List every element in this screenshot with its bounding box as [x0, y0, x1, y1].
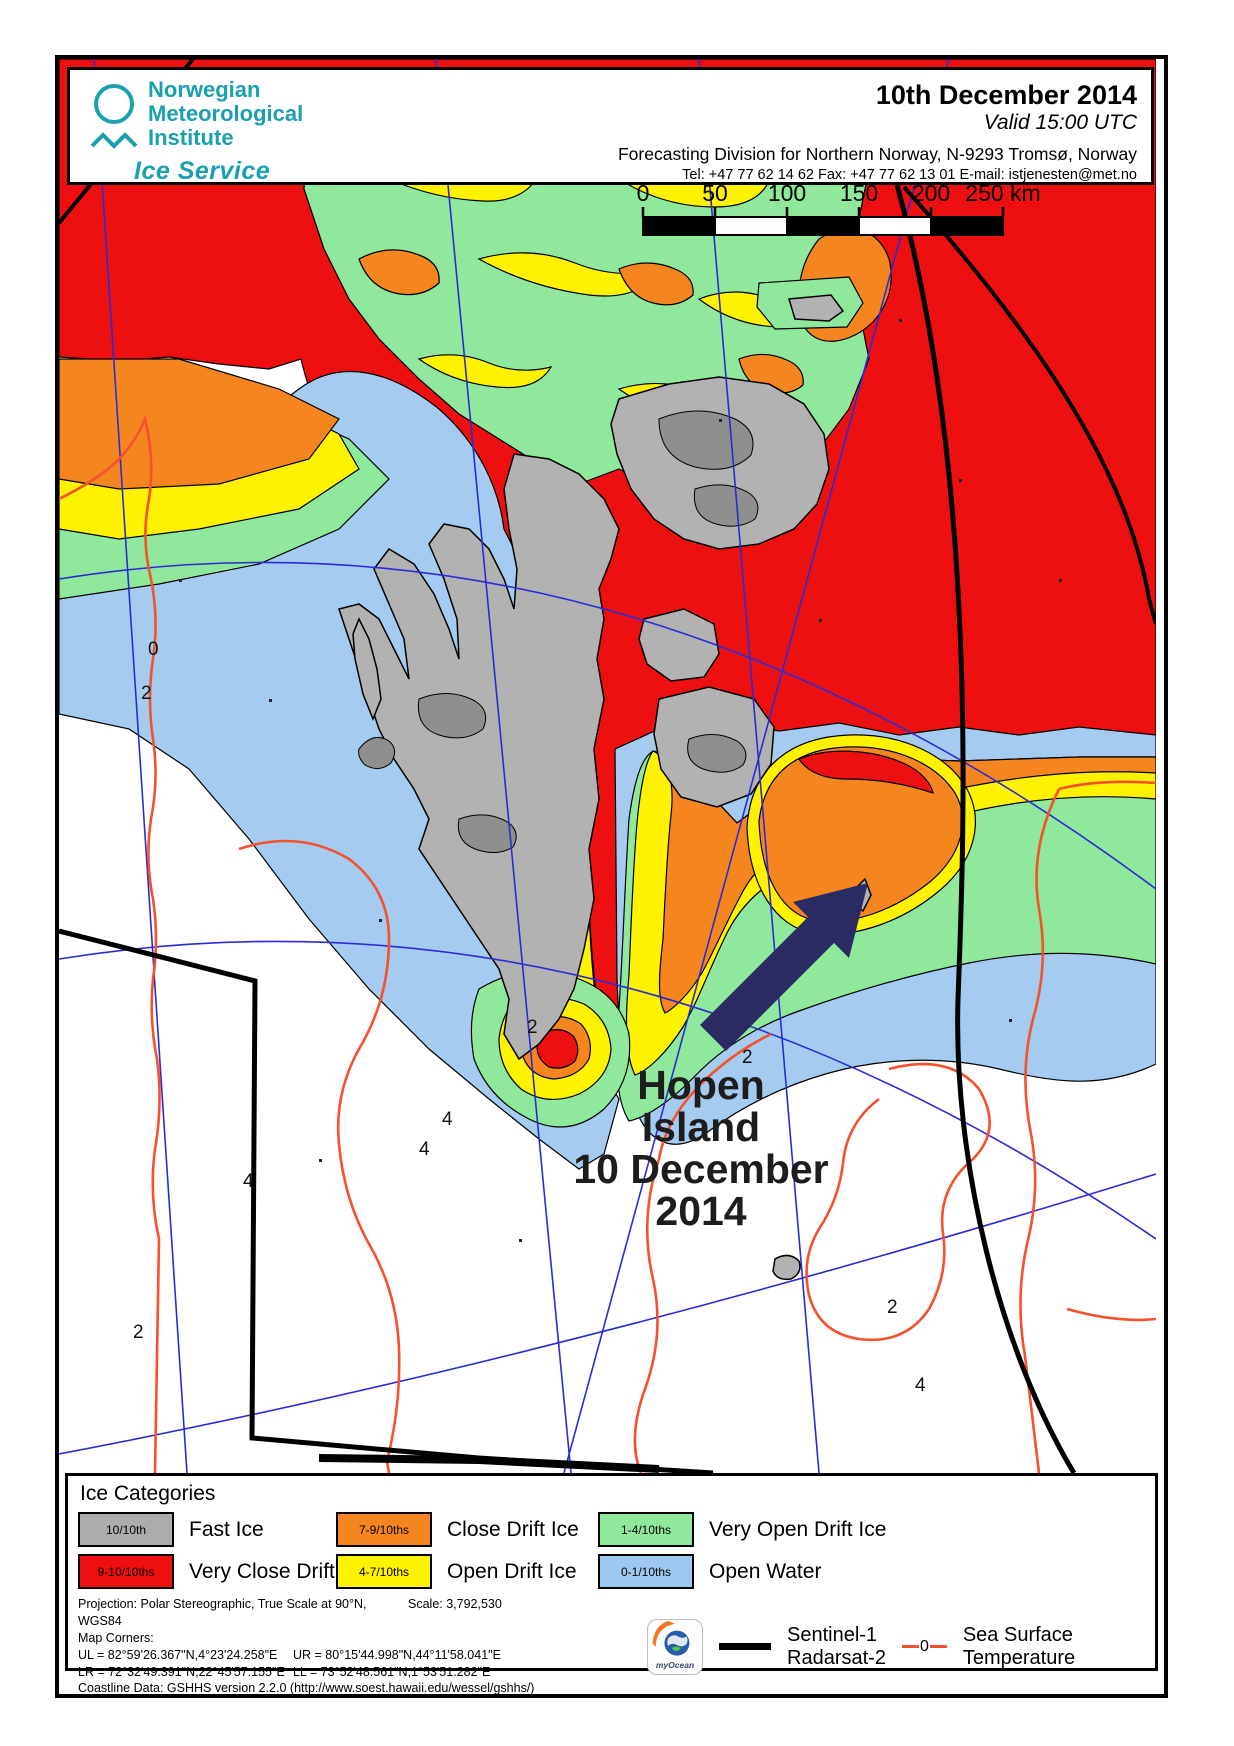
legend-swatch: 10/10th [78, 1512, 174, 1547]
legend-label: Fast Ice [189, 1517, 264, 1541]
header: Norwegian Meteorological Institute Ice S… [67, 67, 1154, 185]
hopen-annotation-line: 2014 [655, 1188, 746, 1234]
division-address: Forecasting Division for Northern Norway… [617, 144, 1137, 164]
legend-swatch: 9-10/10ths [78, 1554, 174, 1589]
ice-blob-southcape-red [536, 1029, 579, 1069]
fast-ice-patch [693, 484, 759, 527]
hopen-annotation-line: 10 December [573, 1146, 828, 1192]
org-name-line: Norwegian [148, 77, 261, 102]
hopen-arrow [700, 883, 868, 1051]
myocean-logo: myOcean [647, 1618, 703, 1675]
myocean-brand: myOcean [655, 1660, 695, 1671]
sst-value-label: 2 [133, 1322, 144, 1343]
sst-value-label: 4 [915, 1375, 926, 1396]
legend-label: Very Close Drift Ice [189, 1559, 369, 1583]
corner-ul: UL = 82°59'26.367"N,4°23'24.258"E [78, 1647, 278, 1662]
ice-band-left-orange [59, 358, 340, 490]
sst-value-label: 4 [442, 1109, 453, 1130]
legend-item: 9-10/10ths Very Close Drift Ice [78, 1554, 369, 1589]
sst-value-label: 2 [141, 683, 152, 704]
ice-blob-se-orange [758, 746, 964, 923]
sst-value-label: 4 [243, 1171, 254, 1192]
met-logo-block: Norwegian Meteorological Institute Ice S… [70, 70, 304, 185]
satellite-legend-label: Sentinel-1 Radarsat-2 [787, 1623, 886, 1669]
chart-date: 10th December 2014 [875, 80, 1137, 110]
legend-range: 9-10/10ths [97, 1564, 155, 1579]
island-barentsoya [638, 608, 720, 682]
island-kvitoya [788, 294, 845, 322]
fast-ice-patch [417, 693, 487, 739]
sst-line-sample: 0 [901, 1636, 947, 1658]
myocean-logo-icon [652, 1620, 690, 1656]
satellite-line-sample [719, 1643, 771, 1651]
projection-info: Projection: Polar Stereographic, True Sc… [78, 1597, 367, 1628]
legend-item: 4-7/10ths Open Drift Ice [336, 1554, 598, 1589]
hopen-annotation-line: Hopen [637, 1062, 765, 1108]
legend-range: 1-4/10ths [620, 1522, 672, 1537]
legend-box: Ice Categories 10/10th Fast Ice 7-9/10ths C… [65, 1473, 1158, 1695]
coastline-info: Coastline Data: GSHHS version 2.2.0 (htt… [78, 1681, 535, 1696]
met-logo-icon [90, 84, 138, 149]
sst-value-label: 2 [527, 1017, 538, 1038]
ice-cap-se-red [798, 750, 934, 794]
sst-value-label: 2 [742, 1047, 753, 1068]
legend-range: 10/10th [105, 1522, 147, 1537]
sst-contours [59, 414, 1156, 1473]
scale-bar-segment [930, 216, 1004, 236]
fast-ice-patch [358, 736, 395, 769]
org-name-line: Meteorological [148, 101, 304, 127]
corner-ur: UR = 80°15'44.998"N,44°11'58.041"E [293, 1647, 501, 1662]
legend-label: Very Open Drift Ice [709, 1517, 887, 1541]
scale-bar-segment [642, 216, 716, 236]
sst-zero-label: 0 [919, 1637, 929, 1655]
hopen-annotation-line: Island [642, 1104, 760, 1150]
scale-info: Scale: 3,792,530 [408, 1597, 502, 1611]
legend-swatch: 1-4/10ths [598, 1512, 694, 1547]
ice-patch-orange [618, 262, 694, 306]
sst-value-label: 0 [148, 639, 159, 660]
legend-swatch: 7-9/10ths [336, 1512, 432, 1547]
legend-label: Close Drift Ice [447, 1517, 579, 1541]
fast-ice-patch [457, 814, 517, 853]
legend-title: Ice Categories [80, 1482, 216, 1505]
legend-swatch: 0-1/10ths [598, 1554, 694, 1589]
ice-service-title: Ice Service [134, 156, 271, 185]
sst-value-label: 2 [887, 1297, 898, 1318]
map-corners-title: Map Corners: [78, 1630, 154, 1645]
scale-bar-segment [714, 216, 788, 236]
sst-legend-label: Sea Surface Temperature [962, 1623, 1076, 1669]
scale-bar-segment [786, 216, 860, 236]
legend-range: 0-1/10ths [620, 1564, 672, 1579]
org-name-line: Institute [148, 125, 234, 151]
legend-item: 1-4/10ths Very Open Drift Ice [598, 1512, 1145, 1547]
legend-item: 0-1/10ths Open Water [598, 1554, 1145, 1589]
legend-item: 7-9/10ths Close Drift Ice [336, 1512, 598, 1547]
corner-lr: LR = 72°32'49.391"N,22°45'57.155"E [78, 1664, 285, 1679]
island-bjornoya [772, 1254, 801, 1281]
ice-patch-orange [358, 249, 440, 296]
legend-range: 4-7/10ths [358, 1564, 410, 1579]
legend-grid: 10/10th Fast Ice 7-9/10ths Close Drift Ice 1… [78, 1512, 1145, 1589]
graticule-lines [59, 59, 1156, 1473]
legend-label: Open Water [709, 1559, 822, 1583]
graticule-dots [179, 319, 1062, 1242]
legend-range: 7-9/10ths [358, 1522, 410, 1537]
island-prins-karls-forland [352, 617, 382, 722]
sst-value-label: 4 [419, 1139, 430, 1160]
contact-info: Tel: +47 77 62 14 62 Fax: +47 77 62 13 0… [682, 167, 1137, 183]
corner-ll: LL = 73°52'48.561"N,1°53'51.282"E [293, 1664, 491, 1679]
legend-swatch: 4-7/10ths [336, 1554, 432, 1589]
valid-time: Valid 15:00 UTC [983, 111, 1137, 134]
legend-item: 10/10th Fast Ice [78, 1512, 336, 1547]
fast-ice-patch [687, 734, 747, 773]
map-metadata: Projection: Polar Stereographic, True Sc… [78, 1596, 643, 1697]
legend-label: Open Drift Ice [447, 1559, 577, 1583]
scale-bar-segment [858, 216, 932, 236]
scale-bar-label: 0 [637, 180, 650, 206]
